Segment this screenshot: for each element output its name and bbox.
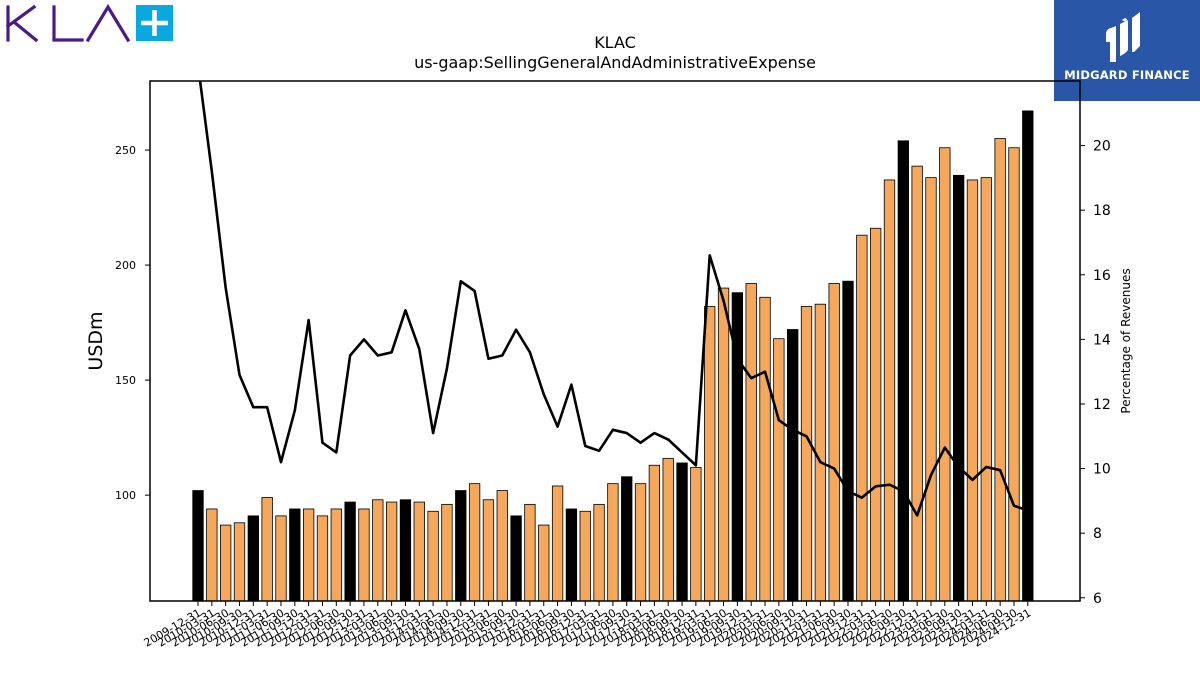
bar-2013-12-31 — [413, 501, 425, 602]
bar-2017-12-31 — [634, 483, 647, 602]
bar-2023-12-31 — [966, 179, 979, 602]
bar-2023-06-30 — [939, 147, 951, 602]
bar-2012-09-30 — [344, 501, 356, 602]
bar-2016-03-31 — [538, 524, 550, 602]
bar-2010-09-30 — [233, 522, 246, 602]
kla-logo — [5, 4, 173, 43]
percentage-of-revenues-line — [198, 81, 1029, 517]
bar-2023-09-30 — [953, 174, 965, 602]
bar-2022-09-30 — [897, 140, 909, 602]
bar-2020-09-30 — [787, 329, 799, 602]
bar-2011-03-31 — [261, 497, 273, 602]
bar-2015-06-30 — [496, 490, 508, 602]
y2-tick-label-12: 12 — [1093, 397, 1111, 413]
left-axis: 100 150 200 250 — [115, 144, 150, 502]
bar-2020-06-30 — [773, 338, 785, 602]
bar-2017-03-31 — [593, 503, 605, 602]
bar-2023-03-31 — [925, 177, 937, 602]
bar-2021-12-31 — [856, 234, 868, 602]
bar-2021-06-30 — [828, 283, 840, 602]
bar-2018-06-30 — [662, 457, 674, 602]
y2-tick-label-20: 20 — [1093, 139, 1111, 155]
bar-2013-09-30 — [399, 499, 412, 602]
bar-2011-06-30 — [275, 515, 287, 602]
bar-2012-12-31 — [358, 508, 370, 602]
bar-2013-03-31 — [372, 499, 384, 602]
bar-2013-06-30 — [385, 501, 398, 602]
right-axis: 6 8 10 12 14 16 18 20 — [1080, 139, 1111, 607]
bar-2022-03-31 — [870, 227, 882, 602]
midgard-finance-logo: MIDGARD FINANCE — [1054, 0, 1200, 101]
plot-frame — [149, 80, 1081, 602]
bars-group — [192, 110, 1034, 602]
bar-2015-09-30 — [510, 515, 522, 602]
y2-tick-label-14: 14 — [1093, 332, 1111, 348]
bar-2014-12-31 — [468, 483, 481, 602]
bar-2024-09-30 — [1008, 147, 1020, 602]
bar-2024-12-31 — [1022, 110, 1034, 602]
bar-2018-03-31 — [648, 464, 661, 602]
bar-2019-06-30 — [717, 287, 730, 602]
bar-2017-06-30 — [607, 483, 619, 602]
bar-2014-03-31 — [427, 510, 439, 602]
bar-2009-12-31 — [192, 490, 204, 602]
y-axis-label: USDm — [85, 311, 107, 370]
bar-2024-03-31 — [980, 177, 992, 602]
chart-subtitle: us-gaap:SellingGeneralAndAdministrativeE… — [414, 53, 816, 72]
bar-2022-12-31 — [911, 165, 923, 602]
bar-2017-09-30 — [621, 476, 633, 602]
bar-2011-09-30 — [289, 508, 301, 602]
y2-tick-label-6: 6 — [1093, 591, 1102, 607]
bar-2018-12-31 — [690, 467, 702, 602]
line-group — [198, 81, 1029, 517]
bar-2018-09-30 — [676, 462, 688, 602]
y-tick-label-250: 250 — [115, 144, 136, 157]
bar-2019-12-31 — [745, 283, 757, 602]
y-tick-label-100: 100 — [115, 489, 136, 502]
bar-2012-03-31 — [316, 515, 329, 602]
y-tick-label-150: 150 — [115, 374, 136, 387]
bar-2012-06-30 — [330, 508, 342, 602]
bar-2020-03-31 — [759, 296, 771, 602]
midgard-finance-wordmark: MIDGARD FINANCE — [1064, 68, 1190, 82]
bar-2014-09-30 — [455, 490, 467, 602]
bar-2010-03-31 — [206, 508, 218, 602]
y2-tick-label-8: 8 — [1093, 526, 1102, 542]
bar-2024-06-30 — [994, 138, 1006, 602]
y2-axis-label: Percentage of Revenues — [1119, 268, 1133, 413]
bar-2016-09-30 — [565, 508, 578, 602]
y2-tick-label-16: 16 — [1093, 268, 1111, 284]
chart-title: KLAC — [594, 33, 636, 52]
bar-2021-09-30 — [842, 280, 854, 602]
bar-2015-12-31 — [524, 503, 536, 602]
bar-2010-06-30 — [220, 524, 232, 602]
bar-2011-12-31 — [302, 508, 315, 602]
y-tick-label-200: 200 — [115, 259, 136, 272]
bar-2014-06-30 — [441, 503, 453, 602]
x-axis: 2009-12-312010-03-312010-06-302010-09-30… — [142, 601, 1033, 650]
bar-2016-06-30 — [551, 485, 564, 602]
bar-2022-06-30 — [883, 179, 896, 602]
midgard-emblem-icon — [1106, 12, 1140, 62]
y2-tick-label-18: 18 — [1093, 203, 1111, 219]
y2-tick-label-10: 10 — [1093, 462, 1111, 478]
bar-2010-12-31 — [247, 515, 259, 602]
bar-2016-12-31 — [579, 510, 591, 602]
bar-2020-12-31 — [800, 306, 813, 602]
bar-2015-03-31 — [482, 499, 495, 602]
bar-2019-03-31 — [704, 306, 716, 602]
